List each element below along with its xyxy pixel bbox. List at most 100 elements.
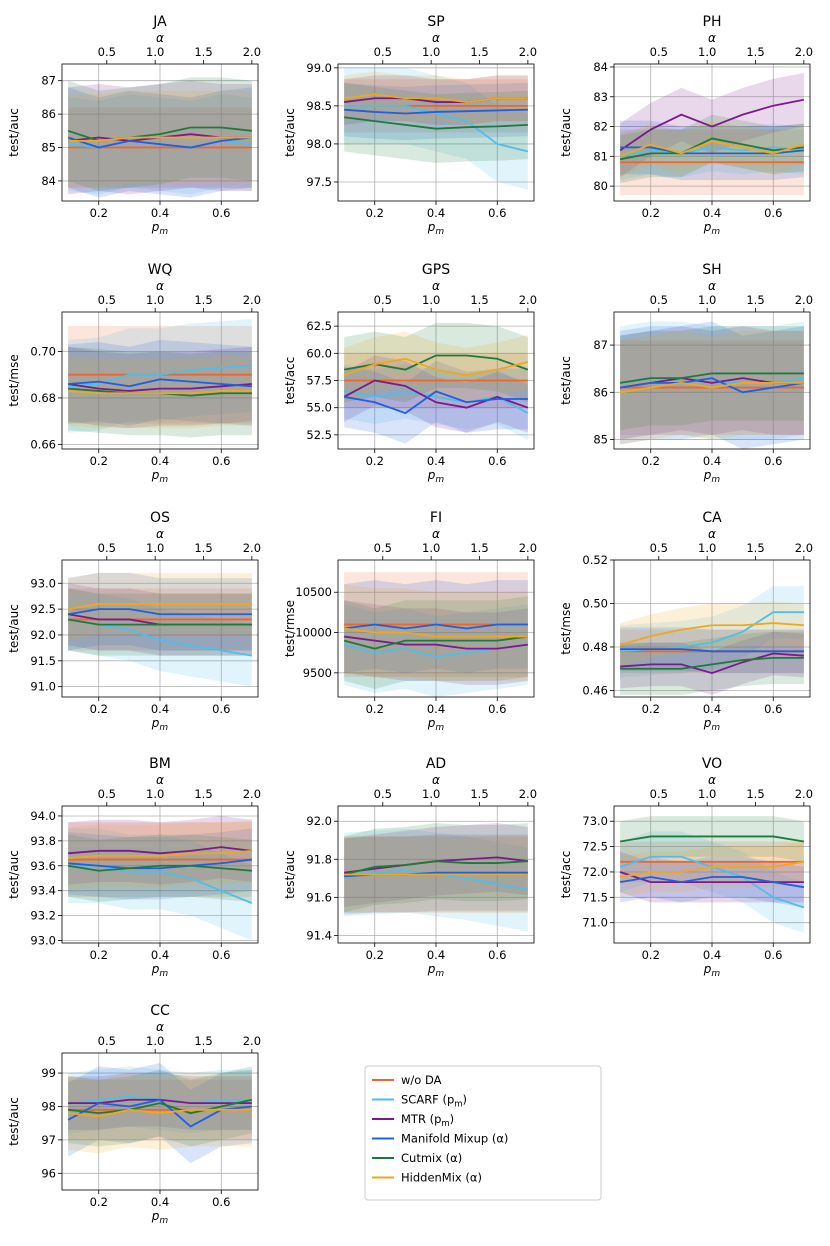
plot-area xyxy=(343,823,529,932)
series-line-manifold-mixup xyxy=(343,390,528,415)
x-tick-label: 0.6 xyxy=(488,948,506,962)
x-tick-label: 0.2 xyxy=(366,948,384,962)
y-tick-label: 60.0 xyxy=(306,346,332,360)
y-tick-label: 84 xyxy=(41,174,56,188)
y-tick-label: 97.5 xyxy=(306,175,332,189)
alpha-tick-label: 2.0 xyxy=(519,293,537,307)
x-tick-label: 0.6 xyxy=(212,1195,230,1209)
y-tick-label: 82 xyxy=(593,120,608,134)
y-axis-label: test/mse xyxy=(559,602,573,654)
subplot-title: CA xyxy=(702,510,722,526)
alpha-tick-label: 0.5 xyxy=(98,787,116,801)
alpha-tick-label: 1.0 xyxy=(422,787,440,801)
y-tick-label: 10000 xyxy=(295,626,332,640)
y-tick-label: 94.0 xyxy=(30,809,56,823)
band-scarf xyxy=(344,828,528,932)
subplot-wq: 0.2 0.4 0.6 pm 0.5 1.0 1.5 2.0 αWQ 0.66 0.68 0.70 te… xyxy=(7,262,261,485)
series-line-cutmix xyxy=(343,635,528,650)
legend-item: w/o DA xyxy=(372,1073,442,1087)
y-tick-label: 91.8 xyxy=(306,852,332,866)
alpha-tick-label: 1.0 xyxy=(698,787,716,801)
x-tick-label: 0.2 xyxy=(90,1195,108,1209)
y-tick-label: 87 xyxy=(593,338,608,352)
y-tick-label: 91.6 xyxy=(306,890,332,904)
series-line-cutmix xyxy=(344,116,528,130)
alpha-axis-label: α xyxy=(156,527,164,541)
alpha-tick-label: 0.5 xyxy=(650,787,668,801)
y-axis-label: test/mse xyxy=(7,354,21,406)
legend-item: MTR (pm) xyxy=(372,1112,454,1129)
band-cutmix xyxy=(344,823,528,913)
y-tick-label: 85 xyxy=(41,141,56,155)
band-manifold-mixup xyxy=(68,572,252,651)
x-axis-label: pm xyxy=(427,468,445,485)
subplot-ad: 0.2 0.4 0.6 pm 0.5 1.0 1.5 2.0 αAD 91.4 91.6 91.8 92… xyxy=(283,756,537,979)
alpha-tick-label: 0.5 xyxy=(374,45,392,59)
subplot-title: GPS xyxy=(422,262,450,278)
alpha-tick-label: 1.0 xyxy=(698,541,716,555)
subplot-os: 0.2 0.4 0.6 pm 0.5 1.0 1.5 2.0 αOS 91.0 91.5 92.0 92… xyxy=(7,510,261,733)
band-manifold-mixup xyxy=(620,627,804,674)
x-axis-label: pm xyxy=(427,962,445,979)
y-axis-label: test/auc xyxy=(7,108,21,157)
alpha-tick-label: 2.0 xyxy=(243,293,261,307)
alpha-tick-label: 2.0 xyxy=(243,787,261,801)
subplot-title: CC xyxy=(150,1003,170,1019)
grid xyxy=(614,64,810,201)
y-tick-label: 55.0 xyxy=(306,401,332,415)
alpha-tick-label: 1.5 xyxy=(746,45,764,59)
series-line-manifold-mixup xyxy=(620,648,804,653)
band-manifold-mixup xyxy=(620,321,804,449)
x-axis-label: pm xyxy=(151,1209,169,1226)
y-tick-label: 98.5 xyxy=(306,99,332,113)
series-line-hiddenmix xyxy=(344,627,528,638)
band-cutmix xyxy=(344,83,528,163)
x-axis-label: pm xyxy=(151,468,169,485)
series-line-hiddenmix xyxy=(619,140,805,158)
x-tick-label: 0.6 xyxy=(212,702,230,716)
legend-label: Manifold Mixup (α) xyxy=(401,1132,508,1146)
plot-area xyxy=(343,322,529,444)
alpha-tick-label: 1.5 xyxy=(194,787,212,801)
y-tick-label: 93.2 xyxy=(30,909,56,923)
alpha-tick-label: 1.0 xyxy=(698,293,716,307)
alpha-tick-label: 2.0 xyxy=(795,787,813,801)
y-tick-label: 0.70 xyxy=(30,344,56,358)
alpha-tick-label: 1.0 xyxy=(146,787,164,801)
alpha-tick-label: 1.0 xyxy=(146,541,164,555)
x-axis-label: pm xyxy=(703,468,721,485)
series-line-cutmix xyxy=(343,860,528,876)
band-hiddenmix xyxy=(620,841,804,898)
alpha-tick-label: 1.0 xyxy=(422,293,440,307)
series-line-mtr xyxy=(620,652,804,675)
y-axis-label: test/auc xyxy=(7,604,21,653)
y-tick-label: 0.52 xyxy=(582,553,608,567)
series-line-hiddenmix xyxy=(619,860,805,878)
x-tick-label: 0.4 xyxy=(703,948,721,962)
alpha-axis-label: α xyxy=(432,31,440,45)
band-cutmix xyxy=(620,816,804,862)
y-tick-label: 0.66 xyxy=(30,437,56,451)
x-tick-label: 0.6 xyxy=(764,206,782,220)
band-manifold-mixup xyxy=(68,828,252,900)
y-tick-label: 99.0 xyxy=(306,61,332,75)
series-line-mtr xyxy=(67,383,252,392)
band-hiddenmix xyxy=(68,819,252,890)
alpha-axis-label: α xyxy=(708,773,716,787)
plot-area xyxy=(343,572,528,697)
y-tick-label: 93.0 xyxy=(30,576,56,590)
y-tick-label: 52.5 xyxy=(306,428,332,442)
x-tick-label: 0.2 xyxy=(90,948,108,962)
x-tick-label: 0.6 xyxy=(764,948,782,962)
alpha-axis-label: α xyxy=(156,773,164,787)
y-tick-label: 71.0 xyxy=(582,916,608,930)
series-line-cutmix xyxy=(67,618,252,626)
y-axis-label: test/acc xyxy=(559,851,573,899)
y-tick-label: 96 xyxy=(41,1166,56,1180)
alpha-tick-label: 1.5 xyxy=(746,541,764,555)
subplot-title: WQ xyxy=(148,262,173,278)
subplot-ph: 0.2 0.4 0.6 pm 0.5 1.0 1.5 2.0 αPH 80 81 82 83 84 test… xyxy=(559,14,813,237)
series-line-mtr xyxy=(68,846,252,855)
band-scarf xyxy=(620,321,804,440)
alpha-axis-label: α xyxy=(432,773,440,787)
